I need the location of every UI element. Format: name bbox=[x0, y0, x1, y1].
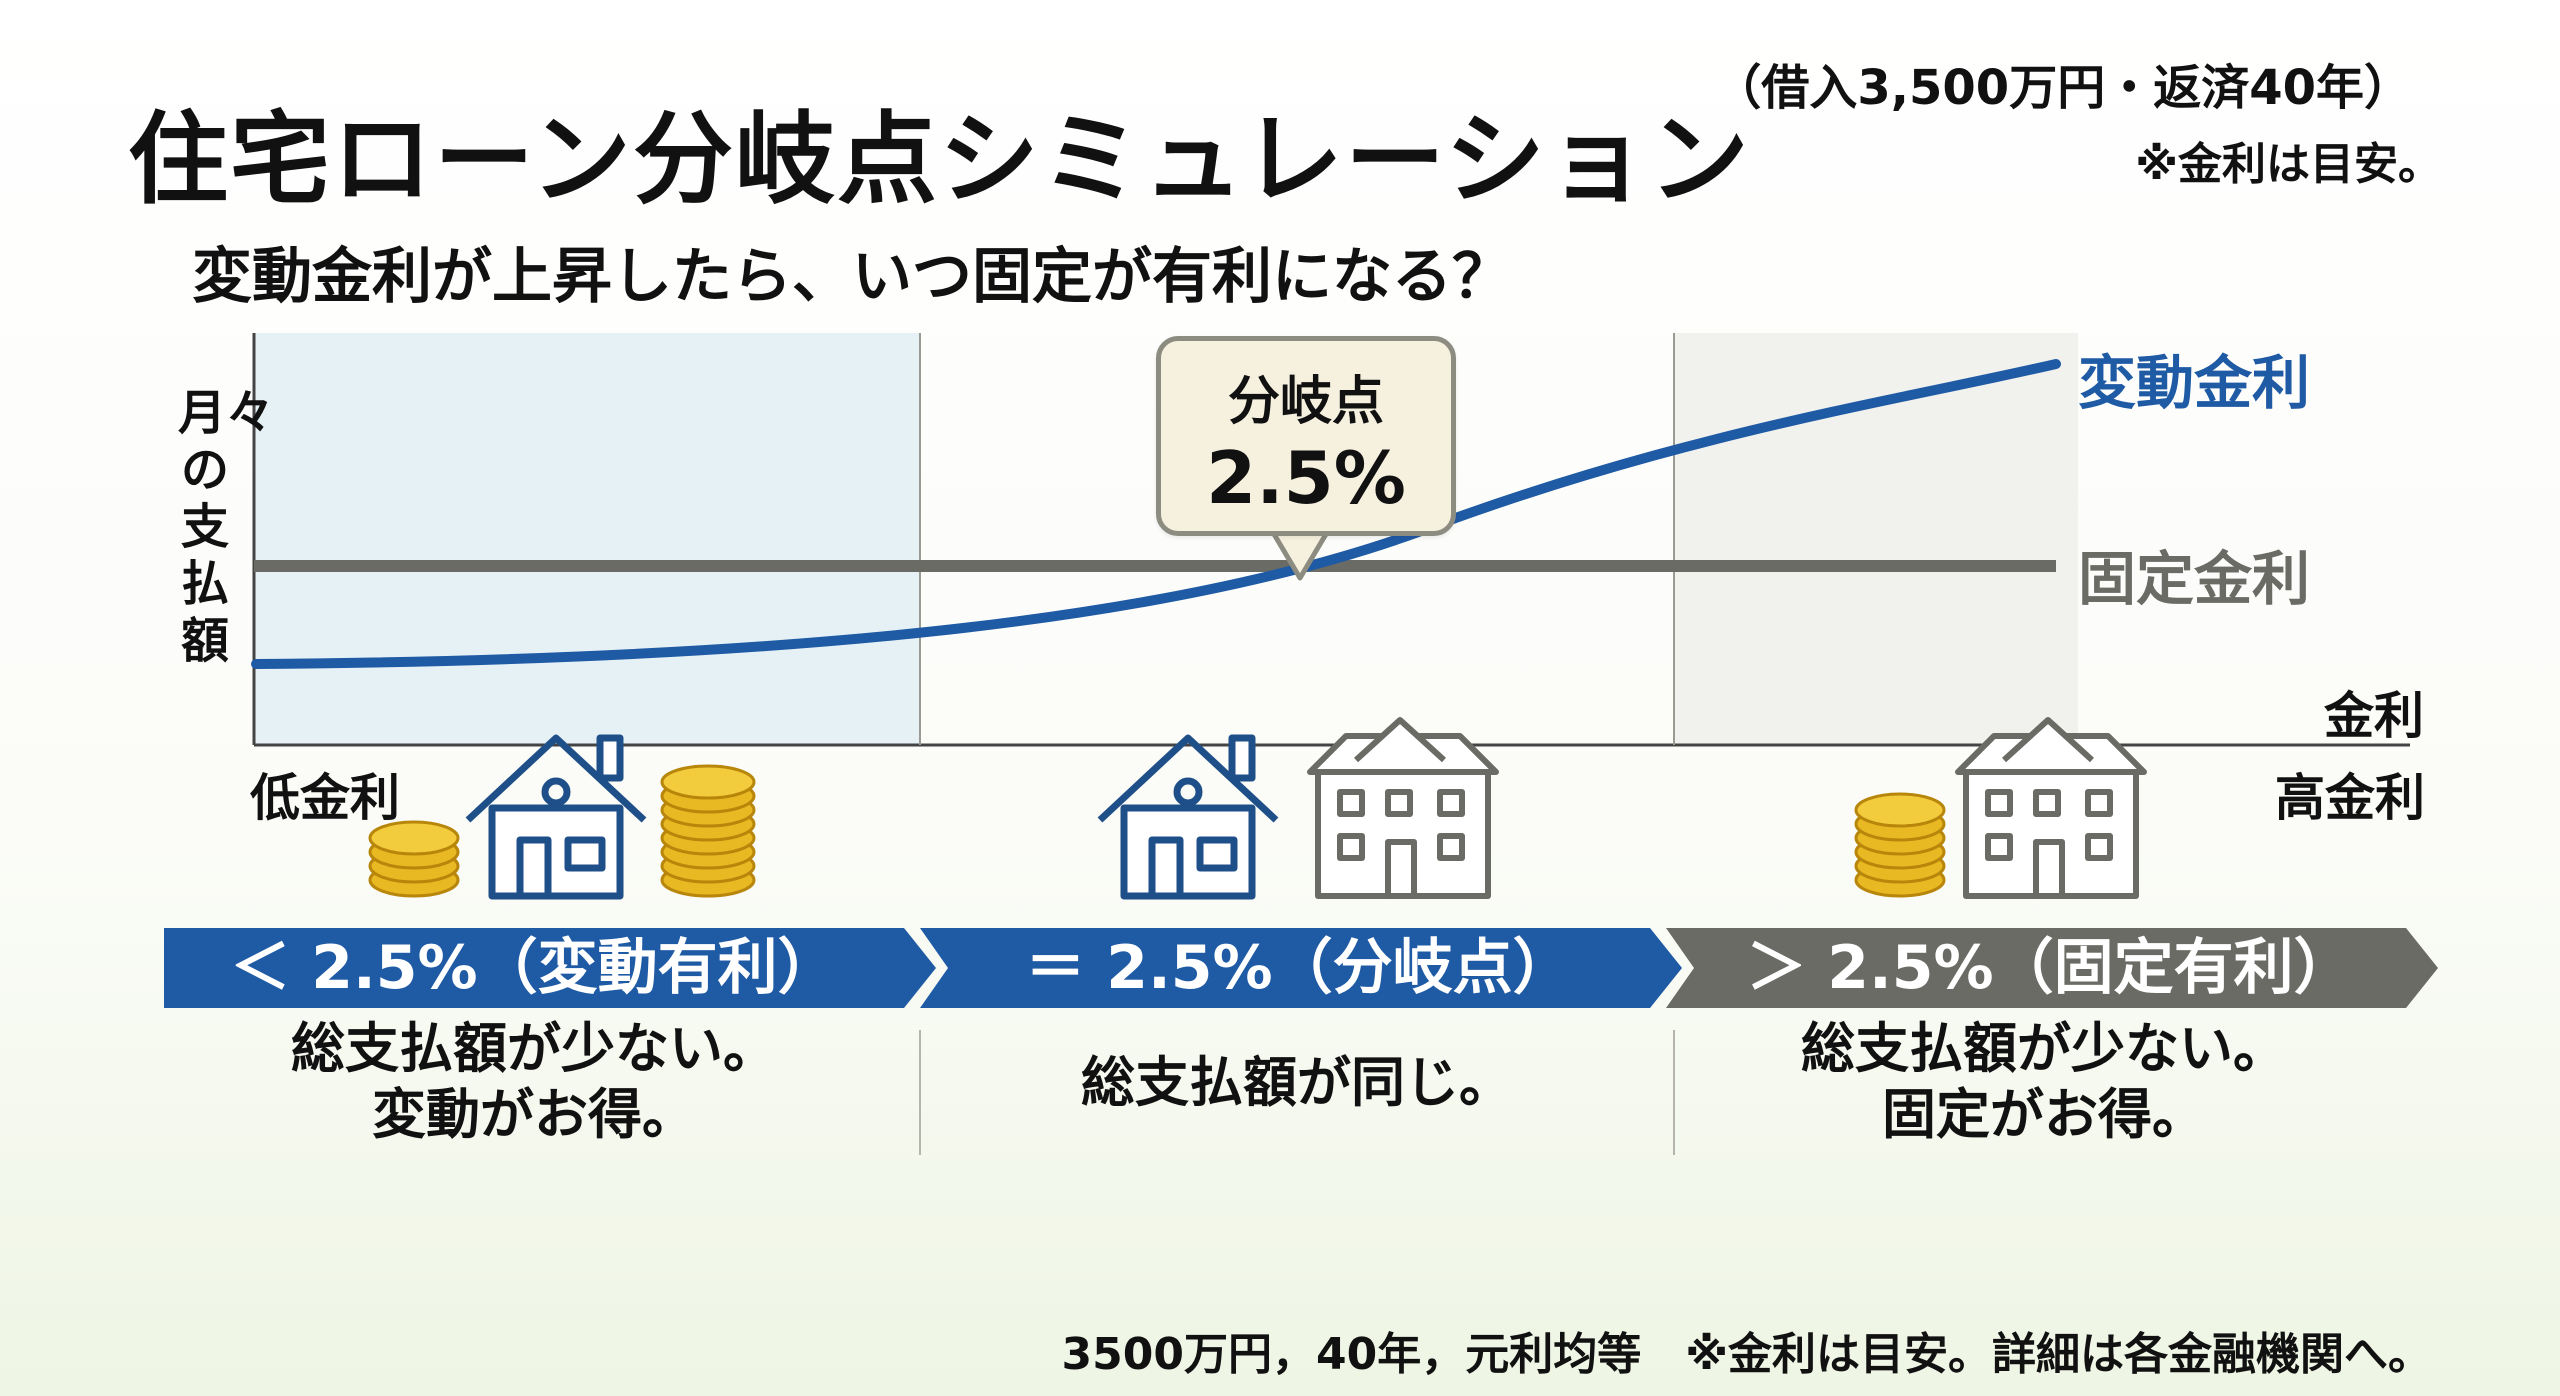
breakeven-callout: 分岐点 2.5% bbox=[1156, 336, 1456, 536]
zone-label-fixed: ＞ 2.5%（固定有利） bbox=[1746, 933, 2354, 1003]
zone-desc-line: 変動がお得。 bbox=[372, 1083, 696, 1146]
coin-stack-icon-tall bbox=[660, 764, 756, 898]
high-rate-label: 高金利 bbox=[2275, 769, 2425, 827]
zone-desc-line: 総支払額が同じ。 bbox=[1081, 1051, 1513, 1114]
low-rate-label: 低金利 bbox=[250, 769, 400, 827]
large-house-icon-middle bbox=[1307, 717, 1499, 899]
x-axis-label: 金利 bbox=[2324, 687, 2424, 745]
zone-desc-variable: 総支払額が少ない。 変動がお得。 bbox=[164, 1016, 904, 1148]
large-house-icon-right bbox=[1955, 717, 2147, 899]
zone-desc-line: 総支払額が少ない。 bbox=[291, 1017, 777, 1080]
variable-rate-curve bbox=[251, 359, 2061, 669]
fixed-rate-label: 固定金利 bbox=[2078, 545, 2311, 613]
zone-desc-fixed: 総支払額が少ない。 固定がお得。 bbox=[1674, 1016, 2414, 1148]
zone-label-variable: ＜ 2.5%（変動有利） bbox=[230, 933, 838, 1003]
zone-desc-line: 固定がお得。 bbox=[1882, 1083, 2206, 1146]
zone-desc-line: 総支払額が少ない。 bbox=[1801, 1017, 2287, 1080]
callout-value: 2.5% bbox=[1206, 436, 1406, 520]
zone-label-breakeven: ＝ 2.5%（分岐点） bbox=[1025, 933, 1573, 1003]
small-house-icon-middle bbox=[1097, 734, 1279, 900]
zone-low-band bbox=[254, 333, 920, 745]
arrow-banner-breakeven bbox=[920, 928, 1682, 1008]
coin-stack-icon-right bbox=[1854, 792, 1946, 898]
rate-note: ※金利は目安。 bbox=[2135, 139, 2442, 190]
page-title: 住宅ローン分岐点シミュレーション bbox=[128, 101, 1751, 218]
footer-note: 3500万円，40年，元利均等 ※金利は目安。詳細は各金融機関へ。 bbox=[1061, 1329, 2432, 1380]
zone-desc-breakeven: 総支払額が同じ。 bbox=[920, 1050, 1674, 1116]
page-subtitle: 変動金利が上昇したら、いつ固定が有利になる？ bbox=[192, 242, 1512, 312]
arrow-banner-variable bbox=[164, 928, 936, 1008]
y-axis-label: 月々の支払額 bbox=[178, 385, 275, 669]
small-house-icon-left bbox=[465, 734, 647, 900]
arrow-banner-fixed bbox=[1666, 928, 2438, 1008]
zone-high-band bbox=[1674, 333, 2078, 745]
loan-conditions: （借入3,500万円・返済40年） bbox=[1713, 60, 2412, 116]
callout-title: 分岐点 bbox=[1227, 372, 1384, 432]
variable-rate-label: 変動金利 bbox=[2078, 349, 2311, 417]
coin-stack-icon-small bbox=[368, 820, 460, 898]
